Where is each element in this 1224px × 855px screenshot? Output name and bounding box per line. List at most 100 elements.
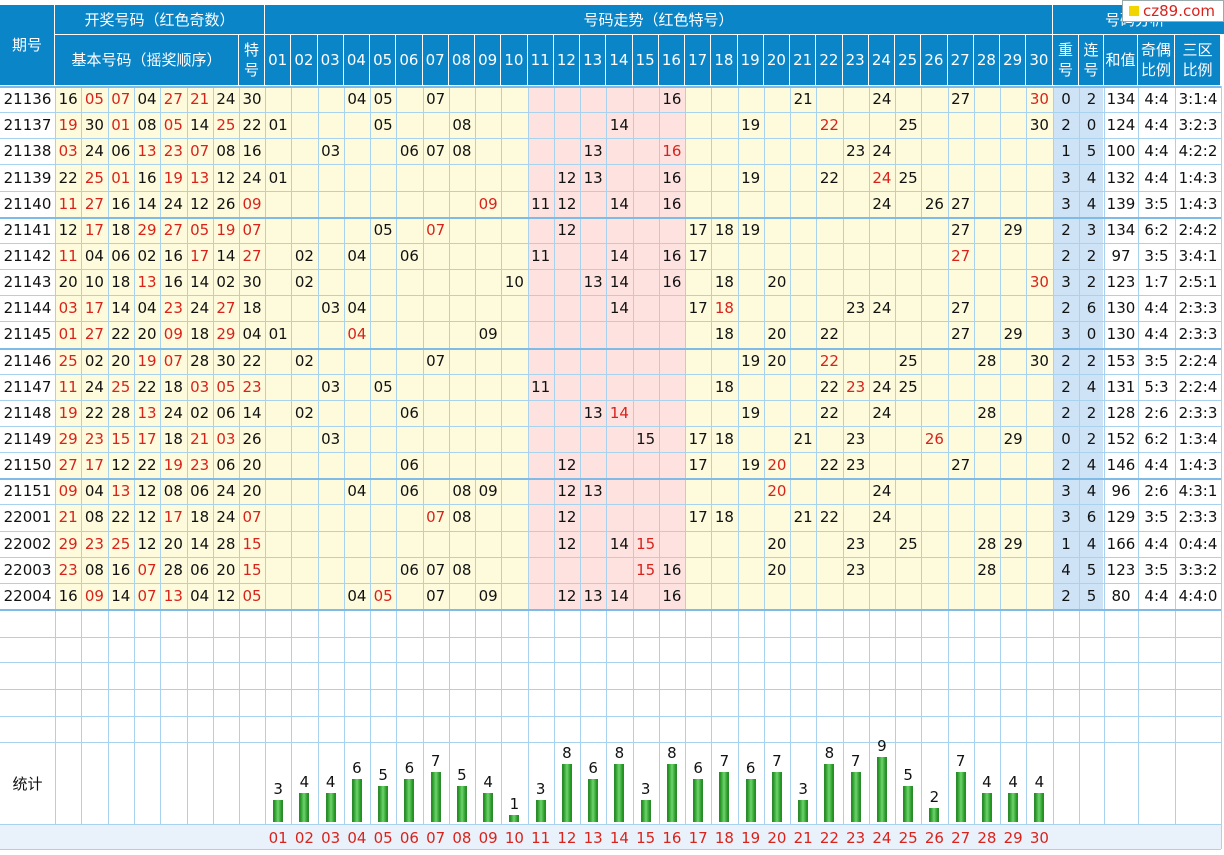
basic-number: 29	[216, 325, 236, 344]
trend-mark: 17	[688, 220, 708, 239]
site-logo[interactable]: cz89.com	[1122, 0, 1224, 22]
trend-mark: 04	[347, 325, 367, 344]
grid-vline	[449, 86, 450, 849]
stat-bar	[1008, 793, 1019, 822]
special-number: 09	[242, 194, 262, 213]
grid-vline	[396, 86, 397, 849]
analysis-value-3: 3:5	[1144, 508, 1169, 527]
basic-number: 12	[216, 586, 236, 605]
grid-hline	[0, 86, 1221, 88]
grid-hline	[0, 531, 1221, 532]
grid-vline	[108, 86, 109, 849]
footer-number: 08	[452, 828, 472, 847]
basic-number: 04	[84, 482, 104, 501]
trend-mark: 13	[583, 168, 603, 187]
basic-number: 21	[58, 508, 78, 527]
trend-mark: 22	[819, 168, 839, 187]
period-cell: 22001	[3, 508, 52, 527]
basic-number: 05	[190, 220, 210, 239]
special-number: 22	[242, 116, 262, 135]
trend-mark: 19	[741, 220, 761, 239]
special-number: 16	[242, 142, 262, 161]
analysis-value-1: 2	[1086, 273, 1097, 292]
basic-number: 27	[84, 325, 104, 344]
grid-hline	[0, 557, 1221, 558]
footer-number: 11	[531, 828, 551, 847]
footer-number: 20	[767, 828, 787, 847]
analysis-value-3: 3:5	[1144, 246, 1169, 265]
trend-mark: 03	[321, 430, 341, 448]
trend-group-header: 号码走势（红色特号）	[265, 5, 1052, 34]
footer-number: 18	[714, 828, 734, 847]
trend-mark: 05	[373, 377, 393, 396]
basic-number: 22	[84, 403, 104, 422]
stat-bar	[378, 786, 389, 822]
stat-count: 6	[588, 758, 598, 777]
stat-bar	[981, 793, 992, 822]
trend-mark: 01	[268, 116, 288, 135]
stat-bar	[798, 800, 809, 822]
trend-mark: 24	[872, 142, 892, 161]
trend-col-header-13: 13	[580, 35, 606, 85]
period-cell: 22004	[3, 586, 52, 605]
analysis-value-1: 2	[1086, 351, 1097, 370]
analysis-value-2: 139	[1106, 194, 1136, 213]
analysis-value-4: 1:4:3	[1178, 194, 1218, 213]
basic-number: 22	[137, 377, 157, 396]
grid-vline	[239, 86, 240, 849]
footer-number: 14	[609, 828, 629, 847]
grid-vline	[1000, 86, 1001, 849]
analysis-value-2: 131	[1106, 377, 1136, 396]
analysis-value-2: 132	[1106, 168, 1136, 187]
stat-bar	[955, 771, 966, 822]
trend-mark: 22	[819, 377, 839, 396]
trend-mark: 20	[767, 325, 787, 344]
period-header: 期号	[0, 5, 54, 85]
basic-number: 13	[137, 403, 157, 422]
basic-number: 30	[216, 351, 236, 370]
analysis-value-1: 0	[1086, 116, 1097, 135]
analysis-header-4: 三区 比例	[1175, 35, 1220, 85]
trend-mark: 09	[478, 482, 498, 501]
trend-col-header-24: 24	[868, 35, 894, 85]
basic-number: 06	[111, 246, 131, 265]
analysis-value-2: 128	[1106, 403, 1136, 422]
basic-number: 29	[58, 430, 78, 448]
trend-mark: 08	[452, 116, 472, 135]
trend-col-header-12: 12	[553, 35, 579, 85]
stat-count: 4	[299, 773, 310, 792]
basic-number: 07	[137, 586, 157, 605]
analysis-value-3: 5:3	[1144, 377, 1169, 396]
trend-mark: 12	[557, 508, 577, 527]
basic-number: 07	[137, 560, 157, 579]
basic-number: 27	[216, 299, 236, 318]
period-cell: 21150	[3, 456, 52, 475]
stat-bar	[299, 793, 310, 822]
basic-number: 05	[84, 90, 104, 109]
trend-mark: 11	[531, 194, 551, 213]
stat-count: 3	[535, 780, 546, 799]
trend-mark: 12	[557, 534, 577, 553]
basic-number: 26	[216, 194, 236, 213]
trend-mark: 22	[819, 116, 839, 135]
trend-col-header-22: 22	[816, 35, 842, 85]
basic-number: 17	[137, 430, 157, 448]
trend-mark: 27	[951, 194, 971, 213]
grid-vline	[423, 86, 424, 849]
stat-bar	[430, 771, 441, 822]
trend-mark: 03	[321, 142, 341, 161]
grid-vline	[738, 86, 739, 849]
stat-bar	[351, 778, 362, 822]
basic-number: 10	[84, 273, 104, 292]
analysis-value-2: 153	[1106, 351, 1136, 370]
trend-mark: 05	[373, 90, 393, 109]
grid-hline-empty	[0, 689, 1221, 690]
special-number: 18	[242, 299, 262, 318]
trend-mark: 10	[504, 273, 524, 292]
basic-number: 14	[137, 194, 157, 213]
trend-col-header-25: 25	[895, 35, 921, 85]
grid-vline	[344, 86, 345, 849]
trend-mark: 03	[321, 377, 341, 396]
trend-mark: 17	[688, 456, 708, 475]
trend-mark: 12	[557, 194, 577, 213]
